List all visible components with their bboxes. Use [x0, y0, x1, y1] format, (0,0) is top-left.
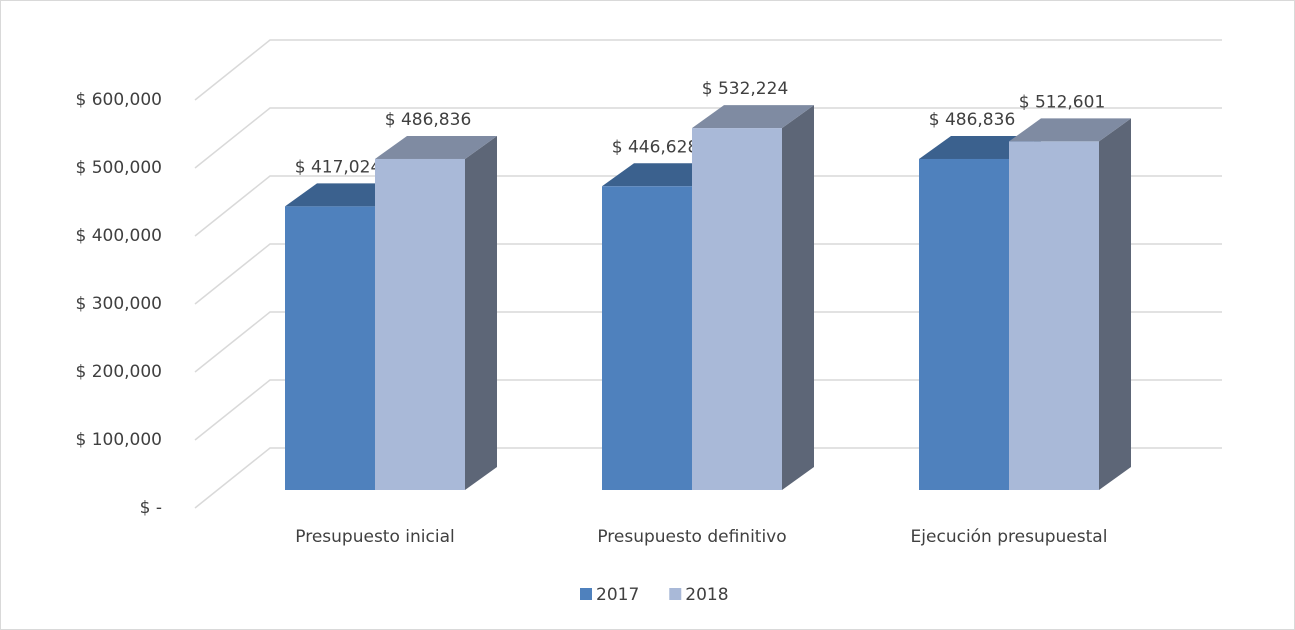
- bar: [375, 158, 465, 490]
- legend-label: 2018: [685, 585, 728, 605]
- x-tick-label: Presupuesto inicial: [295, 527, 454, 547]
- data-label: $ 486,836: [929, 110, 1016, 130]
- x-tick-label: Presupuesto definitivo: [597, 527, 786, 547]
- bar-top: [692, 105, 814, 129]
- data-label: $ 532,224: [702, 79, 789, 99]
- y-tick-label: $ 100,000: [75, 430, 162, 450]
- grid-line: [194, 379, 1222, 441]
- bar: [285, 206, 375, 490]
- x-tick-label: Ejecución presupuestal: [911, 527, 1108, 547]
- y-tick-label: $ 200,000: [75, 362, 162, 382]
- y-tick-label: $ 400,000: [75, 226, 162, 246]
- y-tick-label: $ 500,000: [75, 158, 162, 178]
- bar-side: [1099, 118, 1131, 490]
- grid-line: [194, 311, 1222, 373]
- y-tick-label: $ -: [140, 498, 162, 518]
- data-label: $ 446,628: [612, 137, 699, 157]
- bar-top: [1009, 118, 1131, 142]
- grid-line: [194, 175, 1222, 237]
- data-label: $ 417,024: [295, 157, 382, 177]
- bar: [692, 128, 782, 490]
- bar-top: [375, 135, 497, 159]
- bar: [919, 158, 1009, 490]
- grid-line: [194, 243, 1222, 305]
- data-label: $ 512,601: [1019, 92, 1106, 112]
- legend-label: 2017: [596, 585, 639, 605]
- grid-line: [194, 447, 1222, 509]
- bar: [1009, 141, 1099, 490]
- legend-swatch: [580, 588, 592, 600]
- bar-side: [465, 135, 497, 490]
- y-tick-label: $ 600,000: [75, 90, 162, 110]
- grid-line: [194, 107, 1222, 169]
- data-label: $ 486,836: [385, 110, 472, 130]
- legend-swatch: [669, 588, 682, 600]
- bar-side: [782, 105, 814, 490]
- bar: [602, 186, 692, 490]
- y-tick-label: $ 300,000: [75, 294, 162, 314]
- grid-line: [194, 39, 1222, 101]
